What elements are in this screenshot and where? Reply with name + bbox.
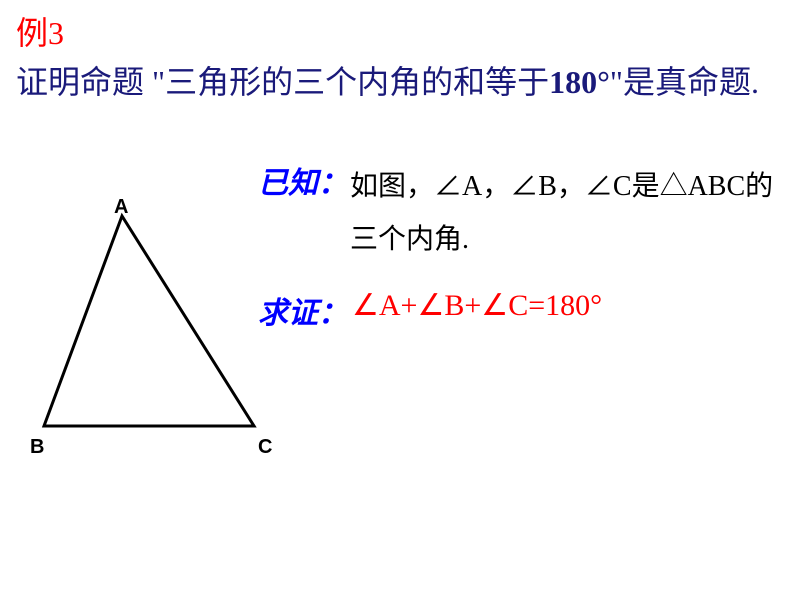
vertex-b-label: B bbox=[30, 436, 44, 459]
triangle-diagram bbox=[24, 196, 284, 456]
triangle-shape bbox=[44, 216, 254, 426]
problem-statement: 证明命题 "三角形的三个内角的和等于180°"是真命题. bbox=[16, 58, 776, 106]
known-text: 如图，∠A，∠B，∠C是△ABC的三个内角. bbox=[350, 160, 780, 266]
statement-prefix: 证明命题 "三角形的三个内角的和等于 bbox=[16, 64, 549, 100]
statement-bold: 180° bbox=[549, 64, 610, 100]
statement-suffix: "是真命题. bbox=[610, 64, 759, 100]
prove-text: ∠A+∠B+∠C=180° bbox=[352, 288, 602, 323]
vertex-c-label: C bbox=[258, 436, 272, 459]
vertex-a-label: A bbox=[114, 196, 128, 219]
example-label: 例3 bbox=[16, 8, 64, 54]
